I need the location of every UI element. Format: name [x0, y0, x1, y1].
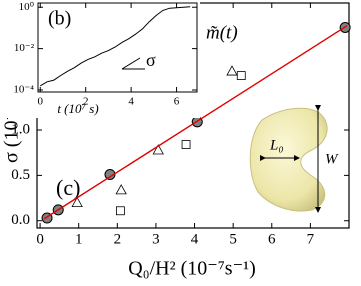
point: [226, 65, 238, 76]
y-tick-label: 0.0: [11, 212, 30, 228]
y-tick-label: 10⁰: [19, 1, 35, 13]
x-tick-label: 4: [191, 231, 199, 247]
point: [152, 144, 164, 155]
panel-label: (c): [56, 175, 80, 200]
vesicle-shape: [249, 107, 328, 212]
line: [40, 6, 191, 87]
inset-background: [0, 0, 200, 118]
x-tick-label: 6: [268, 231, 276, 247]
y-tick-label: 0.5: [11, 167, 30, 183]
annotation: L₀: [269, 137, 284, 153]
inset-plot: (b) σ t (10⁷ s) 0 2 4 6 10⁻⁴ 10⁻² 10⁰: [0, 0, 200, 118]
y-tick-label: 10⁻⁴: [13, 84, 34, 96]
panel-label: (b): [48, 8, 71, 30]
y-tick-label: 10⁻²: [14, 42, 35, 54]
x-tick-label: 7: [307, 231, 315, 247]
point: [71, 196, 83, 207]
x-tick-label: 3: [152, 231, 160, 247]
x-tick-label: 0: [38, 96, 44, 108]
slope-marker: [121, 57, 141, 70]
annotation: m̃(t): [206, 22, 238, 43]
x-tick-label: 1: [75, 231, 83, 247]
x-tick-label: 2: [114, 231, 122, 247]
x-tick-label: 5: [229, 231, 237, 247]
line: [43, 25, 348, 220]
x-tick-label: 4: [128, 96, 134, 108]
x-tick-label: 6: [174, 96, 180, 108]
point: [236, 71, 246, 80]
annotation: σ: [146, 50, 156, 70]
y-tick-label: 1.0: [11, 121, 30, 137]
x-axis-title: Q₀/H² (10⁻⁷s⁻¹): [128, 258, 256, 280]
point: [115, 184, 127, 195]
annotation: W: [325, 151, 339, 167]
x-tick-label: 2: [83, 96, 89, 108]
inset-frame: [37, 2, 198, 93]
x-axis-title: t (10⁷ s): [57, 101, 98, 116]
point: [116, 206, 125, 216]
x-tick-label: 0: [36, 231, 44, 247]
point: [181, 140, 191, 149]
